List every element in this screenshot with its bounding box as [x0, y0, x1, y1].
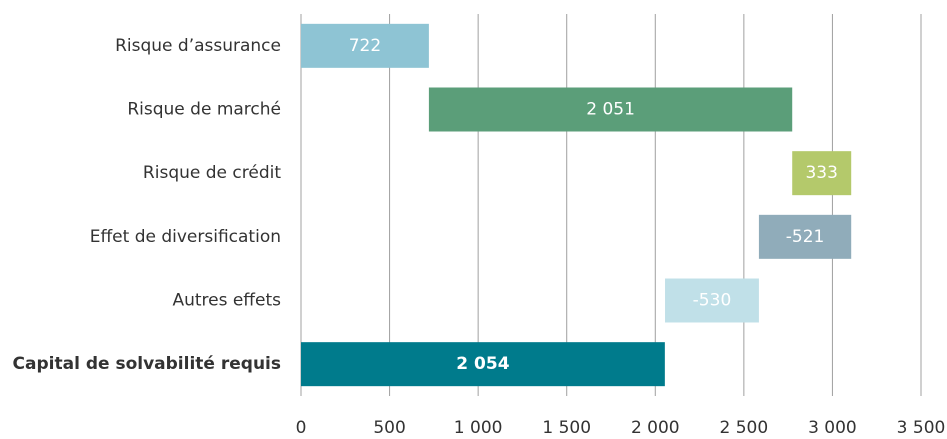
category-label: Risque d’assurance [115, 36, 281, 56]
value-label: 2 051 [586, 100, 635, 120]
bar [758, 214, 852, 259]
x-tick-label: 3 500 [897, 418, 946, 438]
bar [428, 87, 793, 132]
category-label: Capital de solvabilité requis [13, 354, 281, 374]
value-label: -530 [693, 291, 732, 311]
bar [665, 278, 759, 323]
value-label: 333 [805, 163, 837, 183]
x-tick-label: 2 500 [720, 418, 769, 438]
value-label: -521 [786, 227, 825, 247]
x-tick-label: 2 000 [631, 418, 680, 438]
category-label: Risque de marché [127, 100, 281, 120]
value-label: 722 [349, 36, 381, 56]
x-tick-label: 500 [373, 418, 405, 438]
x-tick-label: 1 000 [454, 418, 503, 438]
x-tick-label: 1 500 [542, 418, 591, 438]
category-label: Autres effets [172, 291, 281, 311]
category-label: Effet de diversification [90, 227, 281, 247]
bar [792, 151, 852, 196]
x-tick-label: 3 000 [808, 418, 857, 438]
category-label: Risque de crédit [143, 163, 281, 183]
bar [301, 342, 665, 387]
bar [301, 23, 429, 68]
value-label: 2 054 [456, 354, 509, 374]
x-tick-label: 0 [296, 418, 307, 438]
